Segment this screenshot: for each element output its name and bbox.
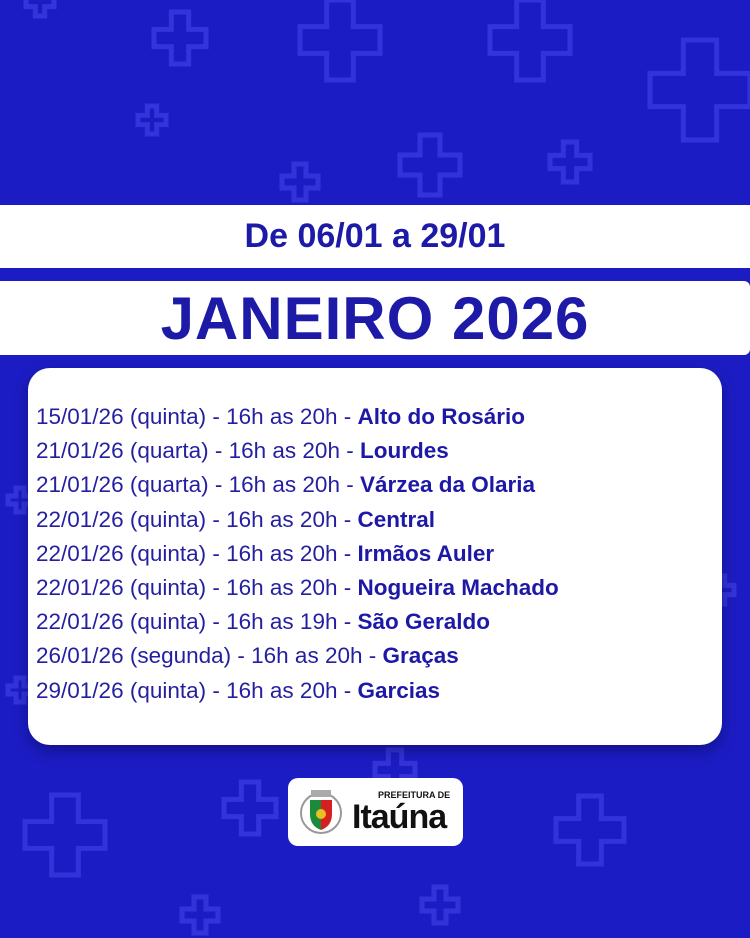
- schedule-item: 15/01/26 (quinta) - 16h as 20h - Alto do…: [36, 400, 559, 434]
- cross-shape: [297, 0, 383, 83]
- cross-shape: [5, 485, 35, 515]
- cross-shape: [419, 884, 461, 926]
- cross-shape: [279, 161, 321, 203]
- schedule-item: 22/01/26 (quinta) - 16h as 19h - São Ger…: [36, 605, 559, 639]
- schedule-card: 15/01/26 (quinta) - 16h as 20h - Alto do…: [28, 368, 722, 745]
- cross-shape: [397, 132, 463, 198]
- cross-shape: [647, 37, 750, 143]
- cross-shape: [547, 139, 593, 185]
- logo-top-text: PREFEITURA DE: [378, 789, 451, 800]
- schedule-place: São Geraldo: [357, 609, 491, 635]
- schedule-item: 22/01/26 (quinta) - 16h as 20h - Nogueir…: [36, 571, 559, 605]
- schedule-info: 26/01/26 (segunda) - 16h as 20h -: [36, 643, 383, 669]
- schedule-place: Irmãos Auler: [357, 540, 495, 566]
- cross-shape: [135, 103, 169, 137]
- schedule-info: 29/01/26 (quinta) - 16h as 20h -: [36, 677, 358, 703]
- schedule-place: Várzea da Olaria: [359, 472, 536, 498]
- schedule-place: Lourdes: [359, 438, 449, 464]
- schedule-item: 29/01/26 (quinta) - 16h as 20h - Garcias: [36, 674, 559, 708]
- cross-shape: [151, 9, 209, 67]
- schedule-item: 26/01/26 (segunda) - 16h as 20h - Graças: [36, 639, 559, 673]
- prefeitura-itauna-logo: PREFEITURA DE Itaúna: [288, 778, 463, 846]
- schedule-info: 22/01/26 (quinta) - 16h as 20h -: [36, 506, 358, 532]
- schedule-info: 21/01/26 (quarta) - 16h as 20h -: [36, 472, 360, 498]
- cross-shape: [179, 894, 221, 936]
- schedule-item: 22/01/26 (quinta) - 16h as 20h - Central: [36, 503, 559, 537]
- month-banner: JANEIRO 2026: [0, 281, 750, 355]
- month-title: JANEIRO 2026: [160, 284, 590, 352]
- schedule-place: Central: [357, 506, 435, 532]
- schedule-list: 15/01/26 (quinta) - 16h as 20h - Alto do…: [36, 400, 559, 708]
- schedule-place: Nogueira Machado: [357, 575, 559, 601]
- schedule-info: 22/01/26 (quinta) - 16h as 20h -: [36, 575, 358, 601]
- schedule-item: 21/01/26 (quarta) - 16h as 20h - Várzea …: [36, 468, 559, 502]
- cross-shape: [221, 779, 279, 837]
- schedule-item: 21/01/26 (quarta) - 16h as 20h - Lourdes: [36, 434, 559, 468]
- cross-shape: [23, 0, 57, 19]
- date-range-banner: De 06/01 a 29/01: [0, 205, 750, 268]
- cross-shape: [5, 675, 35, 705]
- logo-name: Itaúna: [352, 797, 447, 836]
- cross-shape: [22, 792, 108, 878]
- cross-shape: [487, 0, 573, 83]
- cross-shape: [553, 793, 627, 867]
- coat-of-arms-icon: [300, 790, 342, 834]
- schedule-info: 22/01/26 (quinta) - 16h as 20h -: [36, 540, 358, 566]
- schedule-place: Graças: [382, 643, 459, 669]
- schedule-place: Garcias: [357, 677, 441, 703]
- schedule-info: 21/01/26 (quarta) - 16h as 20h -: [36, 438, 360, 464]
- schedule-item: 22/01/26 (quinta) - 16h as 20h - Irmãos …: [36, 537, 559, 571]
- schedule-info: 15/01/26 (quinta) - 16h as 20h -: [36, 404, 358, 429]
- schedule-info: 22/01/26 (quinta) - 16h as 19h -: [36, 609, 358, 635]
- schedule-place: Alto do Rosário: [357, 404, 525, 429]
- date-range: De 06/01 a 29/01: [244, 217, 506, 255]
